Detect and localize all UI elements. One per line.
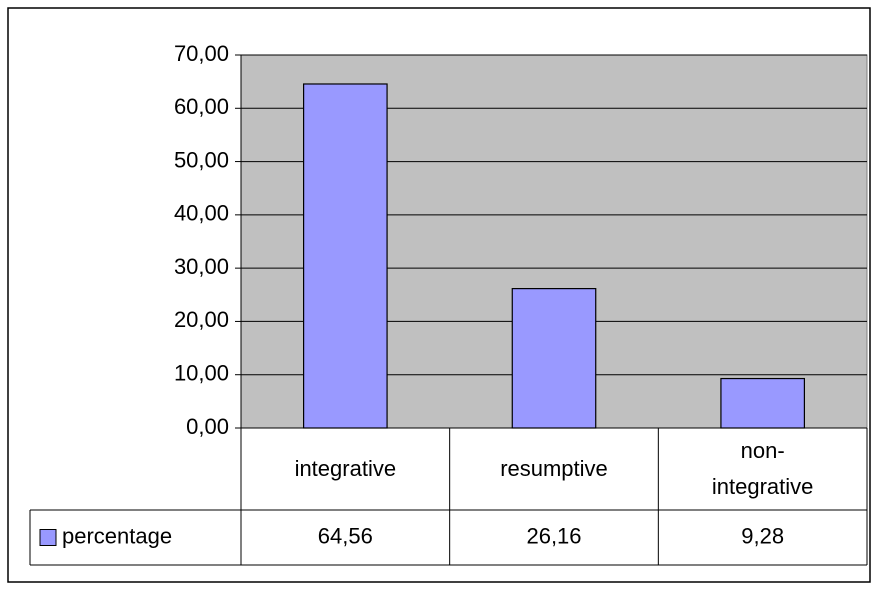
y-tick-label: 30,00 — [174, 254, 229, 279]
bar — [303, 83, 388, 429]
table-value: 9,28 — [741, 523, 784, 548]
bar — [720, 377, 806, 429]
table-value: 64,56 — [318, 523, 373, 548]
y-tick-label: 20,00 — [174, 307, 229, 332]
category-wrap: resumptive — [450, 428, 659, 510]
category-cell: non-integrative — [658, 428, 867, 510]
category-wrap: non-integrative — [658, 428, 867, 510]
y-tick-label: 10,00 — [174, 361, 229, 386]
y-tick-label: 60,00 — [174, 94, 229, 119]
y-tick-label: 50,00 — [174, 147, 229, 172]
category-cell: resumptive — [450, 428, 659, 510]
category-wrap: integrative — [241, 428, 450, 510]
y-tick-label: 40,00 — [174, 201, 229, 226]
y-tick-label: 70,00 — [174, 41, 229, 66]
y-tick-label: 0,00 — [186, 414, 229, 439]
legend-label: percentage — [62, 523, 172, 548]
x-tick-label: non-integrative — [711, 438, 814, 499]
x-tick-label: integrative — [294, 456, 397, 481]
legend-swatch — [39, 529, 57, 546]
bar — [511, 288, 597, 429]
category-cell: integrative — [241, 428, 450, 510]
table-value: 26,16 — [526, 523, 581, 548]
x-tick-label: resumptive — [500, 456, 608, 481]
